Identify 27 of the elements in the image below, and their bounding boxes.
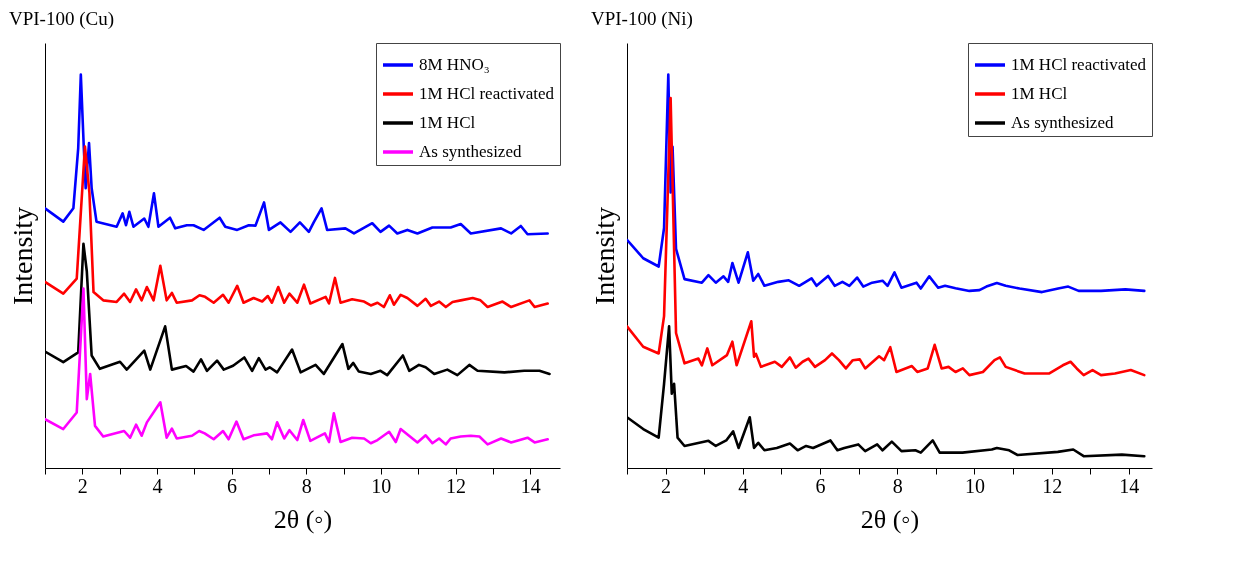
- x-tick-label: 14: [1119, 474, 1140, 497]
- x-tick-label: 12: [1042, 474, 1063, 497]
- legend-label: 1M HCl: [419, 113, 476, 132]
- x-axis-title: 2θ (◦): [860, 504, 920, 534]
- x-tick-label: 10: [371, 474, 392, 497]
- legend-label: 8M HNO₃: [419, 55, 490, 74]
- x-tick-label: 14: [520, 474, 541, 497]
- x-tick-label: 8: [892, 474, 903, 497]
- legend-label: 1M HCl: [1011, 84, 1068, 103]
- x-tick-label: 8: [301, 474, 312, 497]
- x-tick-label: 2: [77, 474, 88, 497]
- y-axis-title: Intensity: [588, 207, 620, 305]
- x-tick-label: 6: [815, 474, 826, 497]
- x-axis-title: 2θ (◦): [273, 504, 333, 534]
- legend-label: 1M HCl reactivated: [1011, 55, 1147, 74]
- chart-title: VPI-100 (Cu): [9, 7, 115, 30]
- legend-label: As synthesized: [419, 142, 522, 161]
- legend-label: 1M HCl reactivated: [419, 84, 555, 103]
- y-axis-title: Intensity: [6, 207, 38, 305]
- x-tick-label: 6: [227, 474, 238, 497]
- x-tick-label: 12: [446, 474, 467, 497]
- x-tick-label: 2: [661, 474, 672, 497]
- x-tick-label: 4: [738, 474, 749, 497]
- x-tick-label: 10: [964, 474, 985, 497]
- x-tick-label: 4: [152, 474, 163, 497]
- chart-title: VPI-100 (Ni): [591, 7, 693, 30]
- legend-label: As synthesized: [1011, 113, 1114, 132]
